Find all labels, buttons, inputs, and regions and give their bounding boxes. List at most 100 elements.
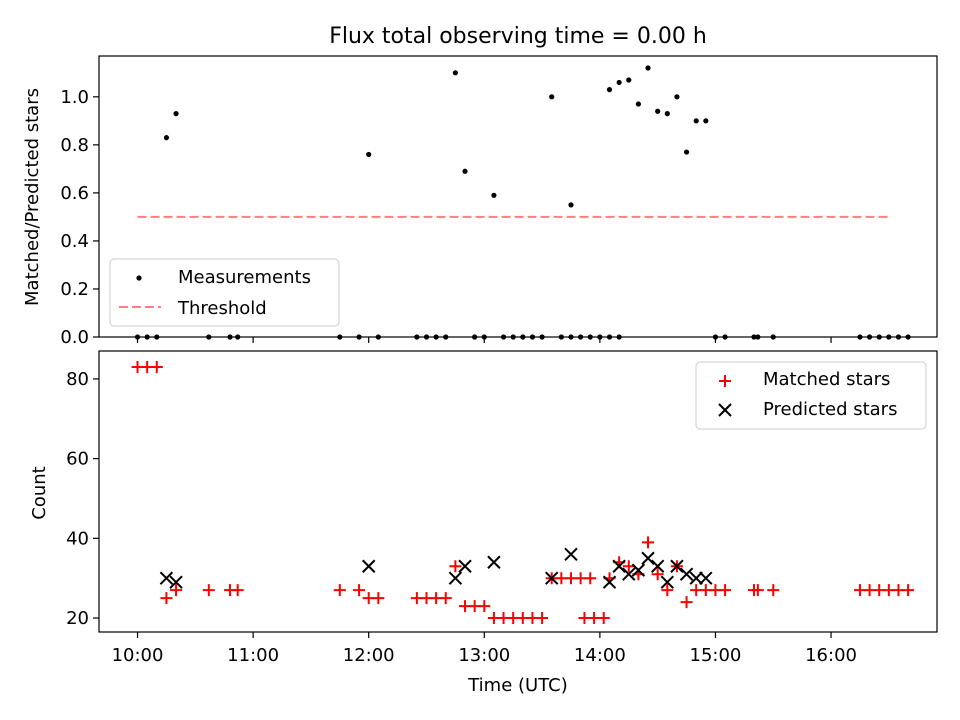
bottom-legend-predicted-label: Predicted stars [763, 399, 897, 420]
bottom-ytick-label-0: 20 [66, 608, 89, 629]
top-panel-title: Flux total observing time = 0.00 h [329, 24, 707, 49]
top-series-0-point-20 [491, 192, 497, 198]
bottom-series-0-point-36 [622, 560, 635, 573]
bottom-ytick-label-2: 60 [66, 449, 89, 470]
bottom-series-0-point-2 [150, 360, 163, 373]
top-series-0-point-42 [674, 94, 680, 100]
top-ytick-label-3: 0.6 [60, 183, 89, 204]
bottom-series-1-point-1 [169, 575, 183, 589]
bottom-panel-ylabel: Count [29, 466, 50, 519]
bottom-series-1-point-17 [689, 571, 703, 585]
bottom-ytick-label-1: 40 [66, 528, 89, 549]
top-series-0-point-17 [462, 168, 468, 174]
top-series-0-point-4 [173, 111, 179, 117]
bottom-panel-frame [98, 350, 938, 633]
bottom-series-0-point-5 [202, 584, 215, 597]
xtick-label-1: 11:00 [227, 645, 279, 666]
bottom-series-1-point-12 [641, 551, 655, 565]
bottom-legend: Matched stars Predicted stars [695, 361, 927, 430]
top-series-0-point-10 [366, 151, 372, 158]
bottom-series-0-point-33 [597, 612, 610, 625]
bottom-series-0-point-16 [449, 560, 462, 573]
top-ytick-label-0: 0.0 [60, 327, 89, 348]
top-legend-measurements-label: Measurements [178, 267, 311, 288]
top-legend-measurements-marker [136, 275, 142, 281]
top-series-0-point-3 [163, 135, 170, 141]
bottom-series-0-point-48 [751, 584, 764, 597]
top-series-0-point-43 [683, 149, 690, 155]
top-ytick-label-5: 1.0 [60, 87, 89, 108]
bottom-series-1-point-10 [622, 567, 636, 581]
bottom-series-1-point-3 [448, 571, 463, 585]
bottom-series-1-point-9 [612, 559, 626, 573]
bottom-series-0-point-7 [231, 584, 244, 597]
bottom-series-0-point-25 [536, 612, 549, 625]
bottom-series-1-point-5 [487, 555, 501, 569]
bottom-legend-matched-label: Matched stars [763, 369, 890, 390]
bottom-series-0-point-49 [767, 584, 780, 597]
bottom-series-1-point-6 [545, 571, 559, 585]
bottom-series-1-point-14 [660, 575, 675, 589]
bottom-series-1-point-8 [602, 575, 617, 589]
bottom-series-1-point-11 [631, 563, 646, 577]
bottom-series-0-point-42 [680, 596, 693, 609]
top-panel-ylabel: Matched/Predicted stars [22, 88, 43, 306]
bottom-series-0-point-3 [160, 592, 173, 605]
top-series-0-point-40 [655, 108, 661, 114]
bottom-legend-box [695, 361, 927, 430]
bottom-series-0-point-11 [372, 592, 385, 605]
bottom-series-1-point-7 [564, 547, 578, 561]
xtick-label-0: 10:00 [112, 645, 164, 666]
top-series-0-point-37 [626, 77, 632, 83]
bottom-legend-matched-marker [719, 375, 731, 387]
bottom-series-1-point-2 [361, 559, 376, 573]
bottom-series-1-point-18 [699, 571, 713, 585]
top-series-0-point-36 [616, 79, 622, 86]
bottom-legend-predicted-marker [718, 403, 732, 417]
bottom-panel: Count Time (UTC) 10:00 11:00 12:00 13:00 14:… [29, 350, 938, 696]
xtick-label-6: 16:00 [805, 645, 857, 666]
bottom-plot-area: 10:00 11:00 12:00 13:00 14:00 15:00 16:00 20 40 6… [66, 360, 915, 666]
bottom-series-0-point-55 [902, 584, 915, 597]
bottom-series-0-point-39 [651, 568, 664, 581]
bottom-series-0-point-15 [439, 592, 452, 605]
top-series-0-point-39 [645, 65, 651, 71]
xtick-label-5: 15:00 [690, 645, 742, 666]
bottom-ytick-label-3: 80 [66, 369, 89, 390]
top-panel-frame [98, 55, 938, 338]
top-series-0-point-41 [664, 111, 670, 117]
bottom-panel-xlabel: Time (UTC) [467, 675, 568, 696]
top-plot-area: 0.0 0.2 0.4 0.6 0.8 1.0 [60, 65, 911, 348]
bottom-series-1-point-15 [670, 559, 684, 573]
top-series-0-point-38 [635, 101, 642, 107]
top-series-0-point-35 [606, 87, 613, 93]
bottom-series-0-point-4 [170, 584, 183, 597]
top-ytick-label-4: 0.8 [60, 135, 89, 156]
xtick-label-4: 14:00 [574, 645, 626, 666]
bottom-series-0-point-38 [642, 536, 655, 549]
bottom-series-0-point-30 [584, 572, 597, 585]
bottom-series-1-point-16 [679, 567, 694, 581]
bottom-series-1-point-13 [650, 559, 665, 573]
top-ytick-label-1: 0.2 [60, 279, 89, 300]
top-legend: Measurements Threshold [109, 258, 340, 327]
top-legend-box [109, 258, 340, 327]
top-panel: Flux total observing time = 0.00 h Match… [22, 24, 938, 348]
bottom-series-0-point-40 [661, 584, 674, 597]
top-legend-threshold-label: Threshold [177, 298, 267, 319]
top-series-0-point-44 [693, 118, 699, 124]
top-series-0-point-26 [549, 94, 555, 100]
bottom-series-0-point-9 [353, 584, 366, 597]
top-ytick-label-2: 0.4 [60, 231, 89, 252]
top-series-0-point-32 [568, 202, 574, 208]
xtick-label-3: 13:00 [458, 645, 510, 666]
top-series-0-point-45 [703, 118, 709, 124]
top-series-0-point-16 [452, 70, 458, 76]
bottom-series-1-point-4 [458, 559, 472, 573]
bottom-series-1-point-0 [159, 571, 174, 585]
xtick-label-2: 12:00 [343, 645, 395, 666]
bottom-series-0-point-19 [478, 600, 491, 613]
bottom-series-0-point-46 [719, 584, 732, 597]
